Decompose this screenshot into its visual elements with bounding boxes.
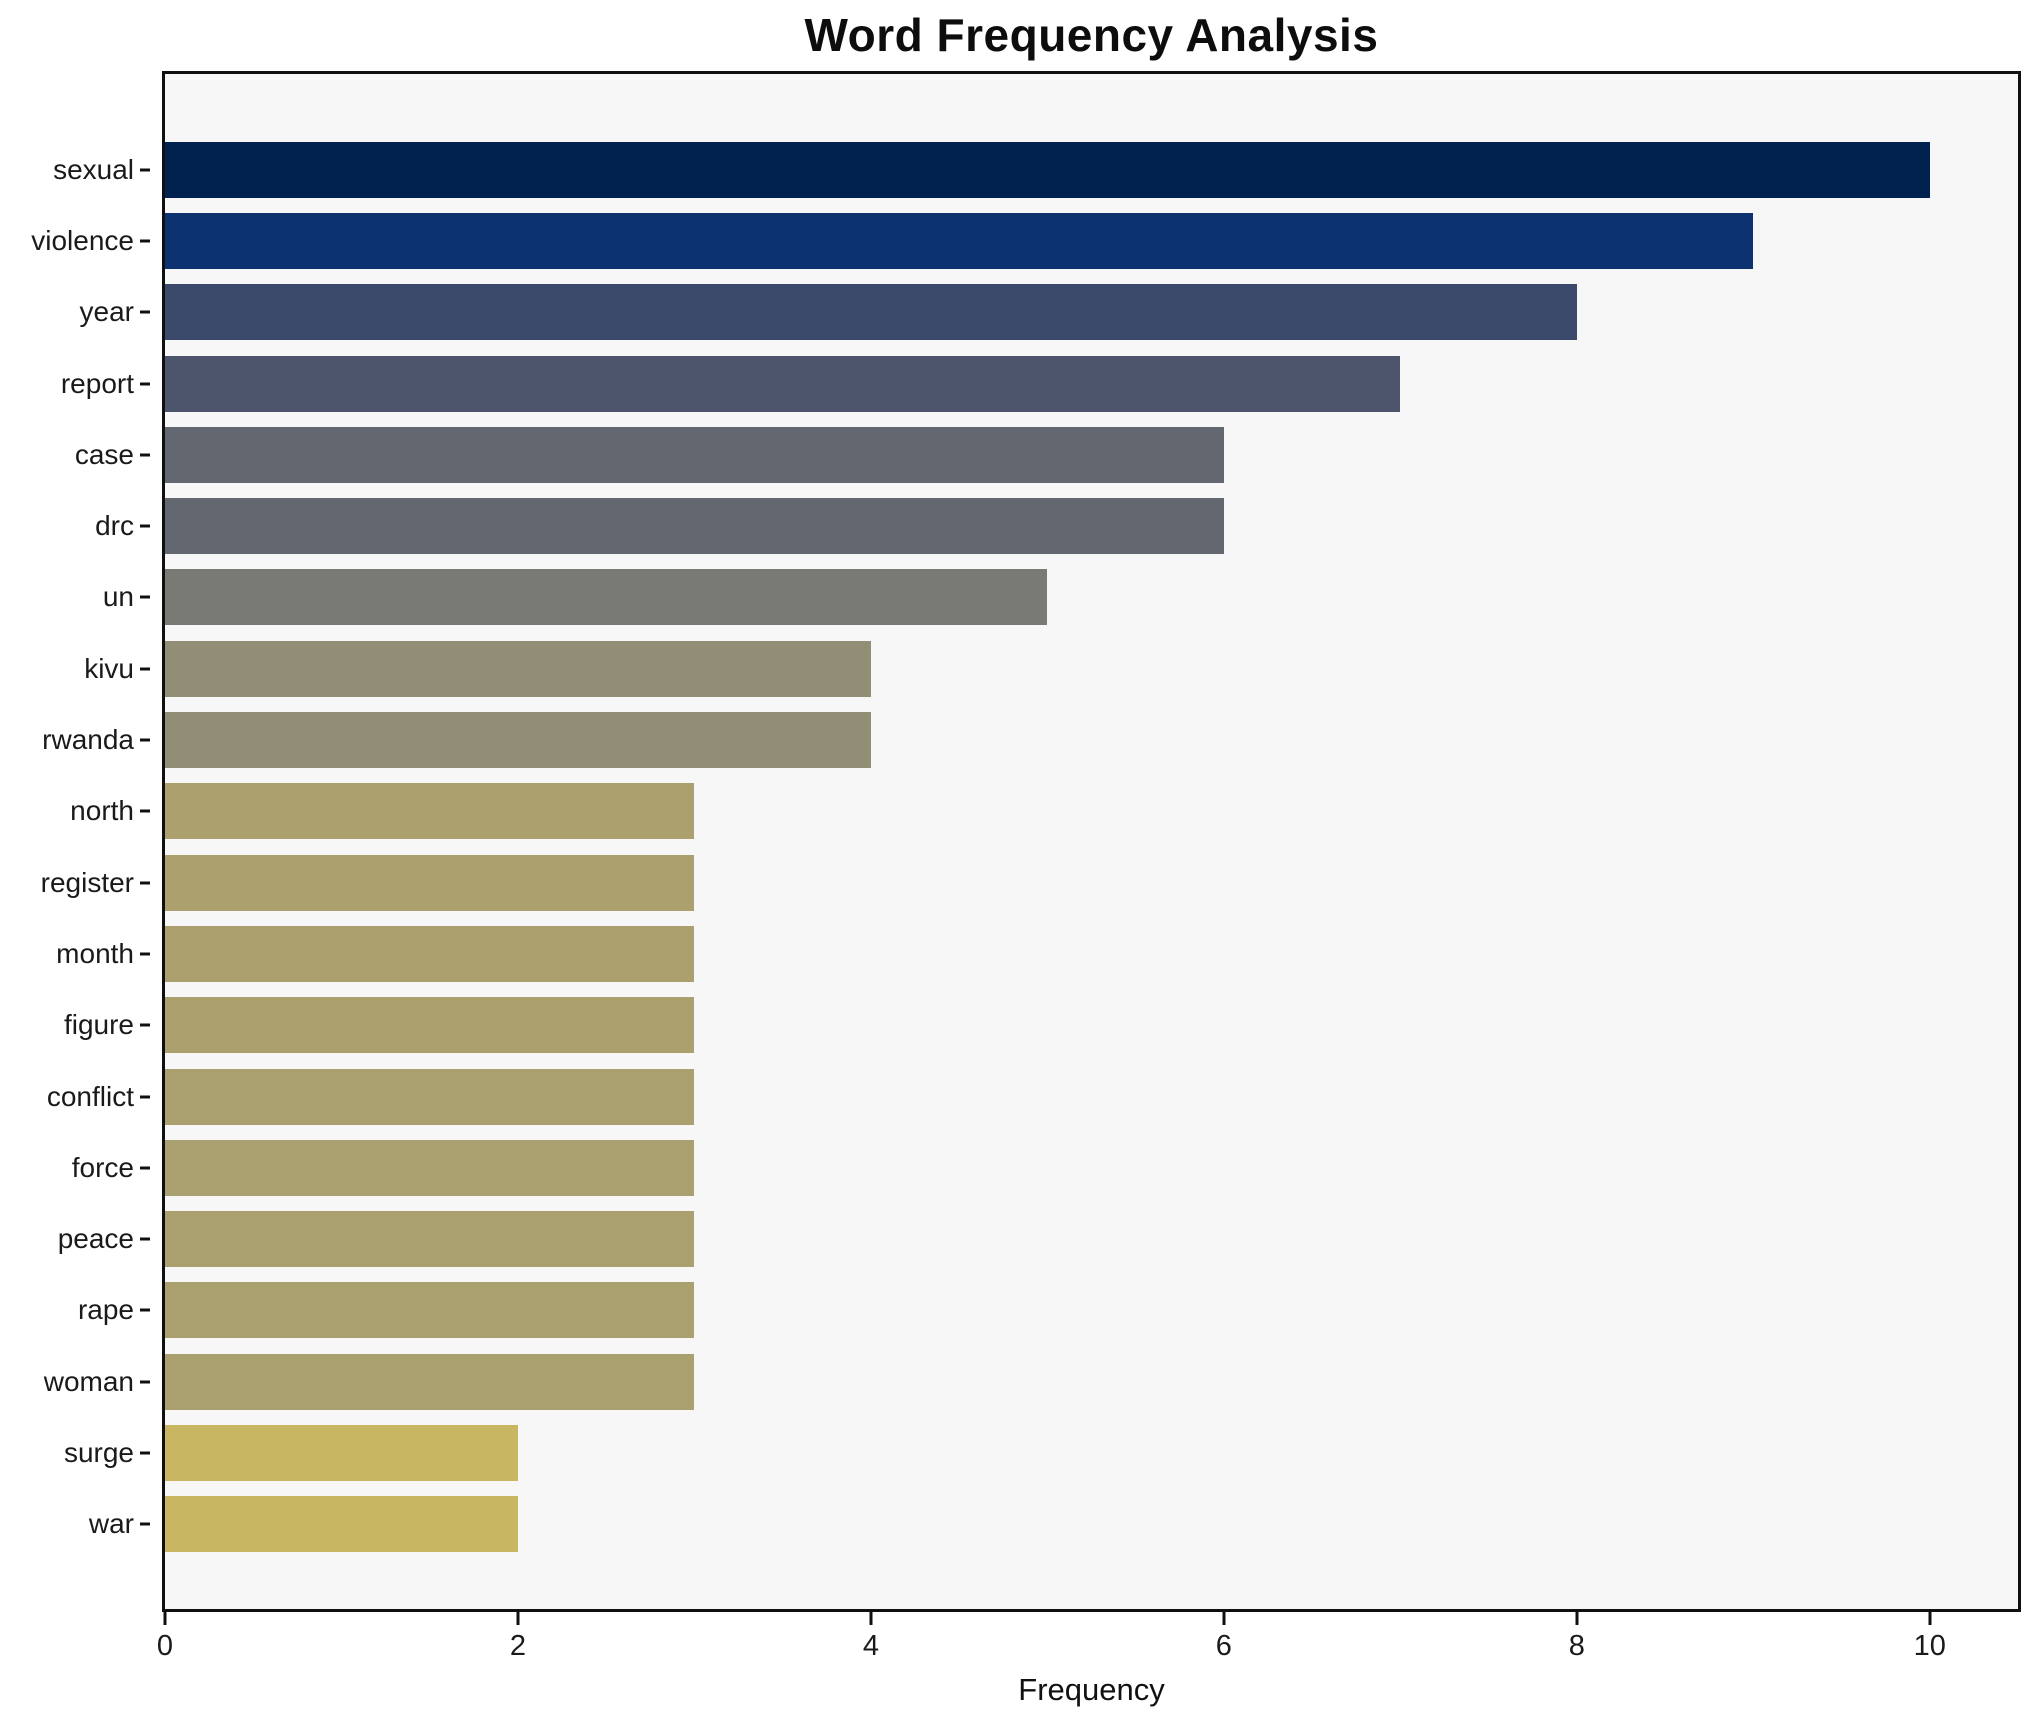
y-tick-label: figure — [63, 1009, 134, 1041]
bar-force — [165, 1139, 695, 1196]
bar-row — [165, 1203, 2018, 1274]
bar-row — [165, 1489, 2018, 1560]
y-tick-label: drc — [95, 510, 134, 542]
y-tick-mark — [140, 168, 150, 172]
bar-row — [165, 562, 2018, 633]
y-tick-mark — [140, 667, 150, 671]
bar-row — [165, 633, 2018, 704]
bar-kivu — [165, 640, 871, 697]
x-tick-mark — [869, 1612, 873, 1625]
y-tick-label: war — [88, 1508, 134, 1540]
y-tick-label: month — [56, 937, 134, 969]
bar-row — [165, 205, 2018, 276]
y-tick-mark — [140, 1522, 150, 1526]
x-tick-mark — [1575, 1612, 1579, 1625]
y-tick-label: kivu — [84, 652, 134, 684]
plot-area — [162, 71, 2021, 1612]
y-tick-label: un — [102, 581, 134, 613]
bar-sexual — [165, 141, 1930, 198]
x-tick-mark — [1222, 1612, 1226, 1625]
y-tick-mark — [140, 1451, 150, 1455]
y-tick-mark — [140, 1166, 150, 1170]
y-tick-mark — [140, 1023, 150, 1027]
bar-row — [165, 1417, 2018, 1488]
chart-title: Word Frequency Analysis — [804, 9, 1379, 61]
bar-row — [165, 348, 2018, 419]
bar-register — [165, 854, 695, 911]
y-tick-mark — [140, 1237, 150, 1241]
y-tick-label: peace — [57, 1223, 134, 1255]
bar-row — [165, 1061, 2018, 1132]
y-tick-mark — [140, 952, 150, 956]
x-tick-label: 8 — [1568, 1630, 1585, 1662]
y-tick-label: violence — [31, 224, 134, 256]
x-tick-label: 6 — [1215, 1630, 1232, 1662]
y-tick-mark — [140, 1380, 150, 1384]
bar-row — [165, 847, 2018, 918]
bar-row — [165, 134, 2018, 205]
bar-report — [165, 355, 1401, 412]
y-tick-label: report — [60, 367, 134, 399]
bar-row — [165, 990, 2018, 1061]
bar-woman — [165, 1353, 695, 1410]
x-tick-label: 0 — [156, 1630, 174, 1662]
y-tick-mark — [140, 239, 150, 243]
bar-case — [165, 426, 1224, 483]
x-axis: 0 2 4 6 8 10 — [157, 1612, 2021, 1722]
bar-row — [165, 419, 2018, 490]
y-tick-mark — [140, 310, 150, 314]
bar-drc — [165, 498, 1224, 555]
y-tick-label: north — [70, 795, 134, 827]
bar-conflict — [165, 1068, 695, 1125]
x-axis-title: Frequency — [1018, 1672, 1165, 1707]
y-tick-label: register — [40, 866, 134, 898]
bar-un — [165, 569, 1048, 626]
bar-row — [165, 277, 2018, 348]
y-axis: sexual violence year report case drc un kivu rwa… — [0, 71, 150, 1612]
bar-row — [165, 704, 2018, 775]
bar-rwanda — [165, 712, 871, 769]
bar-surge — [165, 1424, 518, 1481]
y-tick-mark — [140, 1095, 150, 1099]
y-tick-label: case — [74, 438, 134, 470]
y-tick-mark — [140, 1308, 150, 1312]
x-tick-mark — [163, 1612, 167, 1625]
x-tick-label: 10 — [1913, 1630, 1946, 1662]
y-tick-label: rape — [77, 1294, 134, 1326]
bar-violence — [165, 212, 1754, 269]
bar-figure — [165, 997, 695, 1054]
y-tick-mark — [140, 595, 150, 599]
y-tick-label: rwanda — [42, 724, 134, 756]
bar-row — [165, 1132, 2018, 1203]
y-tick-label: surge — [63, 1437, 134, 1469]
bar-war — [165, 1496, 518, 1553]
bar-peace — [165, 1211, 695, 1268]
bars-container — [165, 74, 2018, 1609]
x-tick-mark — [516, 1612, 520, 1625]
y-tick-mark — [140, 453, 150, 457]
x-tick-mark — [1928, 1612, 1932, 1625]
y-tick-mark — [140, 382, 150, 386]
bar-year — [165, 284, 1577, 341]
y-tick-mark — [140, 809, 150, 813]
bar-north — [165, 783, 695, 840]
bar-row — [165, 1275, 2018, 1346]
y-tick-label: force — [71, 1151, 134, 1183]
bar-row — [165, 918, 2018, 989]
bar-row — [165, 1346, 2018, 1417]
y-tick-mark — [140, 881, 150, 885]
y-tick-mark — [140, 524, 150, 528]
bar-rape — [165, 1282, 695, 1339]
bar-row — [165, 776, 2018, 847]
y-tick-label: sexual — [53, 153, 134, 185]
bar-row — [165, 490, 2018, 561]
bar-month — [165, 925, 695, 982]
y-tick-label: year — [79, 296, 134, 328]
y-tick-label: woman — [43, 1365, 134, 1397]
y-tick-label: conflict — [46, 1080, 134, 1112]
x-tick-label: 4 — [862, 1630, 879, 1662]
x-tick-label: 2 — [509, 1630, 527, 1662]
y-tick-mark — [140, 738, 150, 742]
